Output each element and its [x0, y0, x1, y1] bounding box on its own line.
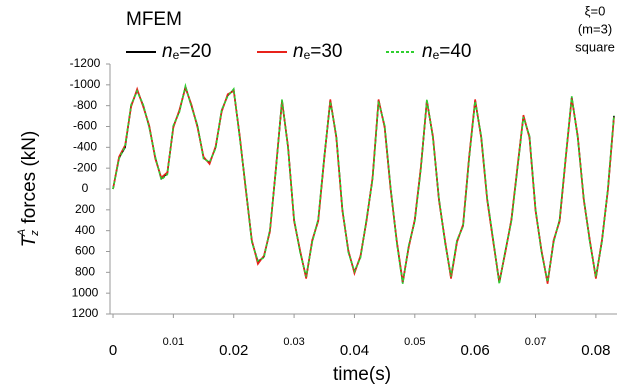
x-tick-label: 0.02 — [219, 342, 248, 359]
x-tick-label: 0.04 — [340, 342, 369, 359]
series-line — [112, 85, 615, 284]
y-tick-label: -400 — [73, 140, 97, 154]
y-tick-label: -1200 — [70, 56, 101, 70]
x-tick-label: 0.05 — [404, 336, 425, 348]
y-tick-label: 1000 — [72, 285, 99, 299]
series-line — [112, 84, 615, 283]
legend-label: ne=40 — [422, 41, 472, 62]
annotation: (m=3) — [578, 21, 612, 36]
y-tick-label: 1200 — [72, 306, 99, 320]
series-line — [112, 82, 615, 284]
y-tick-label: 800 — [75, 265, 95, 279]
y-tick-label: 0 — [82, 181, 89, 195]
y-tick-label: -600 — [73, 119, 97, 133]
annotation: square — [575, 39, 615, 54]
y-tick-label: 400 — [75, 223, 95, 237]
x-tick-label: 0.01 — [163, 336, 184, 348]
x-tick-label: 0 — [109, 342, 117, 359]
y-tick-label: -1000 — [70, 77, 101, 91]
x-tick-label: 0.08 — [581, 342, 610, 359]
x-tick-label: 0.06 — [461, 342, 490, 359]
x-tick-label: 0.03 — [283, 336, 304, 348]
y-axis-label: TzA forces (kN) — [16, 131, 41, 248]
legend-label: ne=20 — [162, 41, 212, 62]
x-axis-label: time(s) — [333, 364, 391, 385]
y-tick-label: 200 — [75, 202, 95, 216]
y-tick-label: -800 — [73, 98, 97, 112]
y-tick-label: 600 — [75, 244, 95, 258]
legend-label: ne=30 — [293, 41, 343, 62]
y-tick-label: -200 — [73, 160, 97, 174]
annotation: ξ=0 — [585, 3, 606, 18]
chart-title: MFEM — [126, 9, 182, 30]
x-tick-label: 0.07 — [525, 336, 546, 348]
